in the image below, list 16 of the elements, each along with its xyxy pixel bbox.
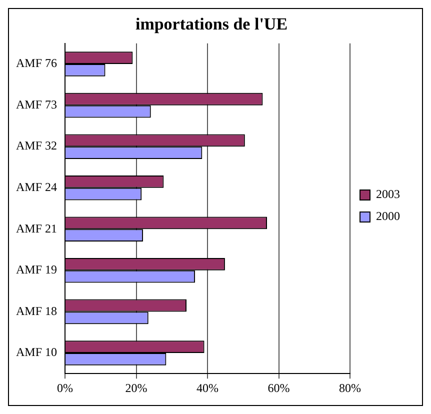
x-tick-label: 80%	[339, 380, 361, 395]
chart-title: importations de l'UE	[135, 14, 288, 34]
legend-label: 2003	[376, 187, 400, 202]
x-tick-label: 40%	[196, 380, 219, 395]
y-tick-label: AMF 73	[16, 97, 58, 112]
y-tick-label: AMF 18	[16, 304, 58, 318]
y-tick-label: AMF 21	[16, 221, 58, 236]
y-tick-label: AMF 32	[16, 138, 58, 153]
y-tick-label: AMF 76	[16, 56, 58, 70]
y-tick-label: AMF 24	[16, 180, 58, 194]
y-tick-label: AMF 10	[16, 345, 58, 360]
x-tick-label: 0%	[57, 380, 74, 395]
legend-label: 2000	[376, 209, 400, 224]
y-tick-label: AMF 19	[16, 262, 58, 277]
x-tick-label: 60%	[268, 380, 290, 395]
x-tick-label: 20%	[125, 380, 148, 395]
